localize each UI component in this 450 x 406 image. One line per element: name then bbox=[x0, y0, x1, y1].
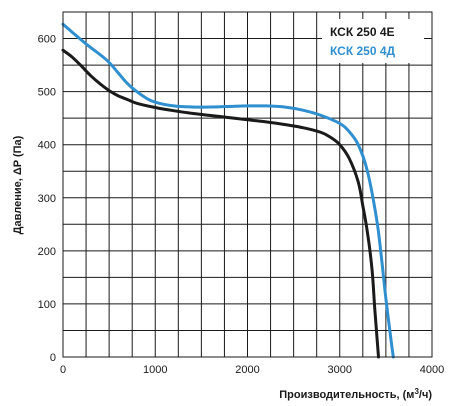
plot-frame bbox=[62, 11, 433, 358]
x-tick-label: 0 bbox=[60, 364, 66, 376]
series-lines bbox=[61, 22, 395, 359]
x-tick-label: 4000 bbox=[420, 364, 444, 376]
x-axis-title-superscript: 3 bbox=[414, 387, 419, 396]
x-tick-label: 2000 bbox=[235, 364, 259, 376]
x-axis-title-tail: /ч) bbox=[419, 389, 432, 401]
x-axis-title-main: Производительность, (м bbox=[279, 389, 414, 401]
legend-label-kck-250-4e: КСК 250 4Е bbox=[330, 25, 395, 39]
x-axis-title: Производительность, (м3/ч) bbox=[279, 387, 432, 401]
legend-label-kck-250-4d: КСК 250 4Д bbox=[330, 44, 396, 58]
y-axis-title: Давление, ΔP (Па) bbox=[12, 135, 24, 234]
y-tick-label: 400 bbox=[38, 140, 56, 152]
x-tick-label: 3000 bbox=[328, 364, 352, 376]
series-line-kck-250-4d bbox=[61, 22, 395, 359]
y-tick-label: 100 bbox=[38, 299, 56, 311]
y-tick-label: 600 bbox=[38, 34, 56, 46]
y-tick-label: 500 bbox=[38, 87, 56, 99]
y-tick-label: 0 bbox=[50, 352, 56, 364]
legend-box bbox=[322, 19, 424, 63]
y-tick-label: 300 bbox=[38, 193, 56, 205]
grid bbox=[62, 11, 433, 358]
y-tick-label: 200 bbox=[38, 246, 56, 258]
x-tick-label: 1000 bbox=[143, 364, 167, 376]
legend: КСК 250 4Е КСК 250 4Д bbox=[322, 19, 424, 63]
series-line-kck-250-4e bbox=[61, 48, 380, 359]
tick-labels: 0 1000 2000 3000 4000 0 100 200 300 400 500 600 bbox=[38, 34, 445, 376]
